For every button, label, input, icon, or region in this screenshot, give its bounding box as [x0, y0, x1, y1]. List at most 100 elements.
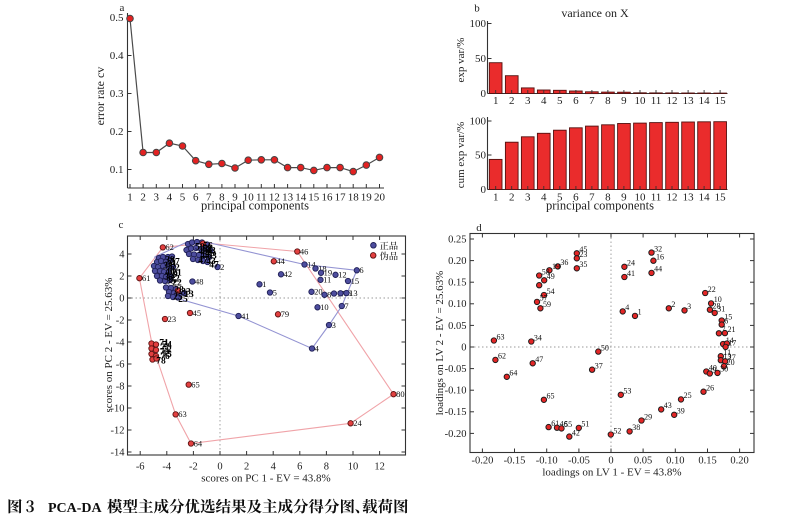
svg-text:52: 52 [613, 426, 621, 435]
svg-text:46: 46 [205, 249, 215, 259]
svg-text:3: 3 [332, 320, 336, 330]
svg-text:25: 25 [178, 295, 188, 305]
svg-text:7: 7 [722, 325, 726, 334]
svg-text:-0.20: -0.20 [471, 456, 493, 467]
svg-text:26: 26 [706, 384, 714, 393]
svg-text:49: 49 [198, 247, 208, 257]
svg-text:-0.05: -0.05 [568, 456, 590, 467]
svg-text:12: 12 [338, 270, 347, 280]
svg-text:0.20: 0.20 [730, 456, 748, 467]
svg-text:0.05: 0.05 [634, 456, 652, 467]
svg-text:20: 20 [727, 358, 735, 367]
svg-text:0.15: 0.15 [698, 456, 716, 467]
svg-text:35: 35 [579, 260, 587, 269]
svg-text:-0.15: -0.15 [445, 407, 467, 418]
svg-text:14: 14 [726, 336, 734, 345]
svg-text:-12: -12 [111, 425, 125, 436]
svg-text:2: 2 [140, 192, 146, 204]
svg-text:50: 50 [195, 243, 205, 253]
svg-text:37: 37 [595, 362, 603, 371]
svg-text:a: a [120, 2, 125, 14]
svg-text:10: 10 [714, 295, 722, 304]
svg-text:1: 1 [493, 95, 499, 107]
svg-text:2: 2 [509, 192, 515, 204]
svg-text:0.2: 0.2 [110, 126, 124, 138]
svg-text:4: 4 [119, 249, 125, 260]
svg-text:44: 44 [276, 256, 285, 266]
svg-text:78: 78 [156, 357, 166, 367]
svg-text:0.1: 0.1 [110, 164, 124, 176]
svg-text:33: 33 [181, 288, 191, 298]
svg-text:39: 39 [677, 407, 685, 416]
svg-text:37: 37 [164, 273, 174, 283]
svg-text:6: 6 [573, 95, 579, 107]
svg-text:31: 31 [717, 305, 725, 314]
svg-text:22: 22 [172, 279, 182, 289]
svg-text:3: 3 [525, 95, 531, 107]
svg-text:19: 19 [324, 268, 333, 278]
svg-text:7: 7 [344, 301, 348, 311]
svg-text:0.5: 0.5 [110, 12, 124, 24]
svg-text:22: 22 [170, 275, 180, 285]
svg-text:80: 80 [396, 389, 405, 399]
svg-text:2: 2 [509, 95, 515, 107]
svg-text:1: 1 [493, 192, 499, 204]
svg-text:4: 4 [625, 303, 629, 312]
svg-text:29: 29 [644, 412, 652, 421]
svg-text:44: 44 [654, 265, 662, 274]
svg-text:47: 47 [209, 261, 219, 271]
svg-text:38: 38 [632, 423, 640, 432]
svg-text:-0.10: -0.10 [536, 456, 558, 467]
svg-text:17: 17 [335, 192, 347, 204]
svg-text:48: 48 [195, 276, 204, 286]
svg-text:55: 55 [564, 420, 572, 429]
svg-text:71: 71 [159, 339, 169, 349]
svg-text:b: b [474, 3, 480, 15]
svg-text:47: 47 [198, 256, 208, 266]
svg-text:0: 0 [481, 88, 487, 100]
svg-text:8: 8 [327, 290, 331, 300]
svg-text:58: 58 [202, 245, 212, 255]
svg-text:10: 10 [320, 302, 329, 312]
svg-text:4: 4 [271, 462, 277, 473]
svg-text:5: 5 [557, 95, 563, 107]
svg-text:0.10: 0.10 [666, 456, 684, 467]
svg-text:22: 22 [708, 285, 716, 294]
svg-text:53: 53 [207, 252, 217, 262]
svg-text:18: 18 [348, 192, 360, 204]
svg-text:15: 15 [351, 276, 360, 286]
svg-text:25: 25 [684, 391, 692, 400]
svg-text:43: 43 [206, 257, 216, 267]
svg-text:64: 64 [509, 369, 517, 378]
svg-text:21: 21 [728, 325, 736, 334]
svg-text:36: 36 [560, 258, 568, 267]
svg-text:-0.05: -0.05 [445, 364, 467, 375]
svg-text:11: 11 [256, 192, 267, 204]
svg-text:2: 2 [244, 462, 249, 473]
svg-text:18: 18 [318, 263, 327, 273]
svg-text:51: 51 [581, 420, 589, 429]
svg-text:12: 12 [374, 462, 385, 473]
svg-text:-0.10: -0.10 [445, 386, 467, 397]
svg-text:77: 77 [160, 343, 170, 353]
svg-text:-8: -8 [116, 381, 125, 392]
svg-text:19: 19 [361, 192, 373, 204]
svg-text:50: 50 [475, 150, 487, 162]
svg-text:54: 54 [547, 287, 555, 296]
svg-text:11: 11 [323, 275, 331, 285]
svg-text:PCA-DA: PCA-DA [48, 501, 103, 516]
svg-text:9: 9 [232, 192, 238, 204]
svg-text:13: 13 [184, 290, 194, 300]
svg-text:46: 46 [300, 246, 309, 256]
svg-text:65: 65 [191, 379, 200, 389]
svg-text:53: 53 [623, 387, 631, 396]
svg-text:principal components: principal components [546, 199, 654, 213]
svg-text:30: 30 [720, 365, 728, 374]
svg-text:63: 63 [178, 409, 187, 419]
svg-text:16: 16 [656, 253, 664, 262]
svg-text:74: 74 [162, 341, 172, 351]
svg-text:4: 4 [167, 192, 173, 204]
svg-text:8: 8 [605, 192, 611, 204]
svg-text:43: 43 [206, 247, 216, 257]
svg-text:57: 57 [170, 258, 180, 268]
